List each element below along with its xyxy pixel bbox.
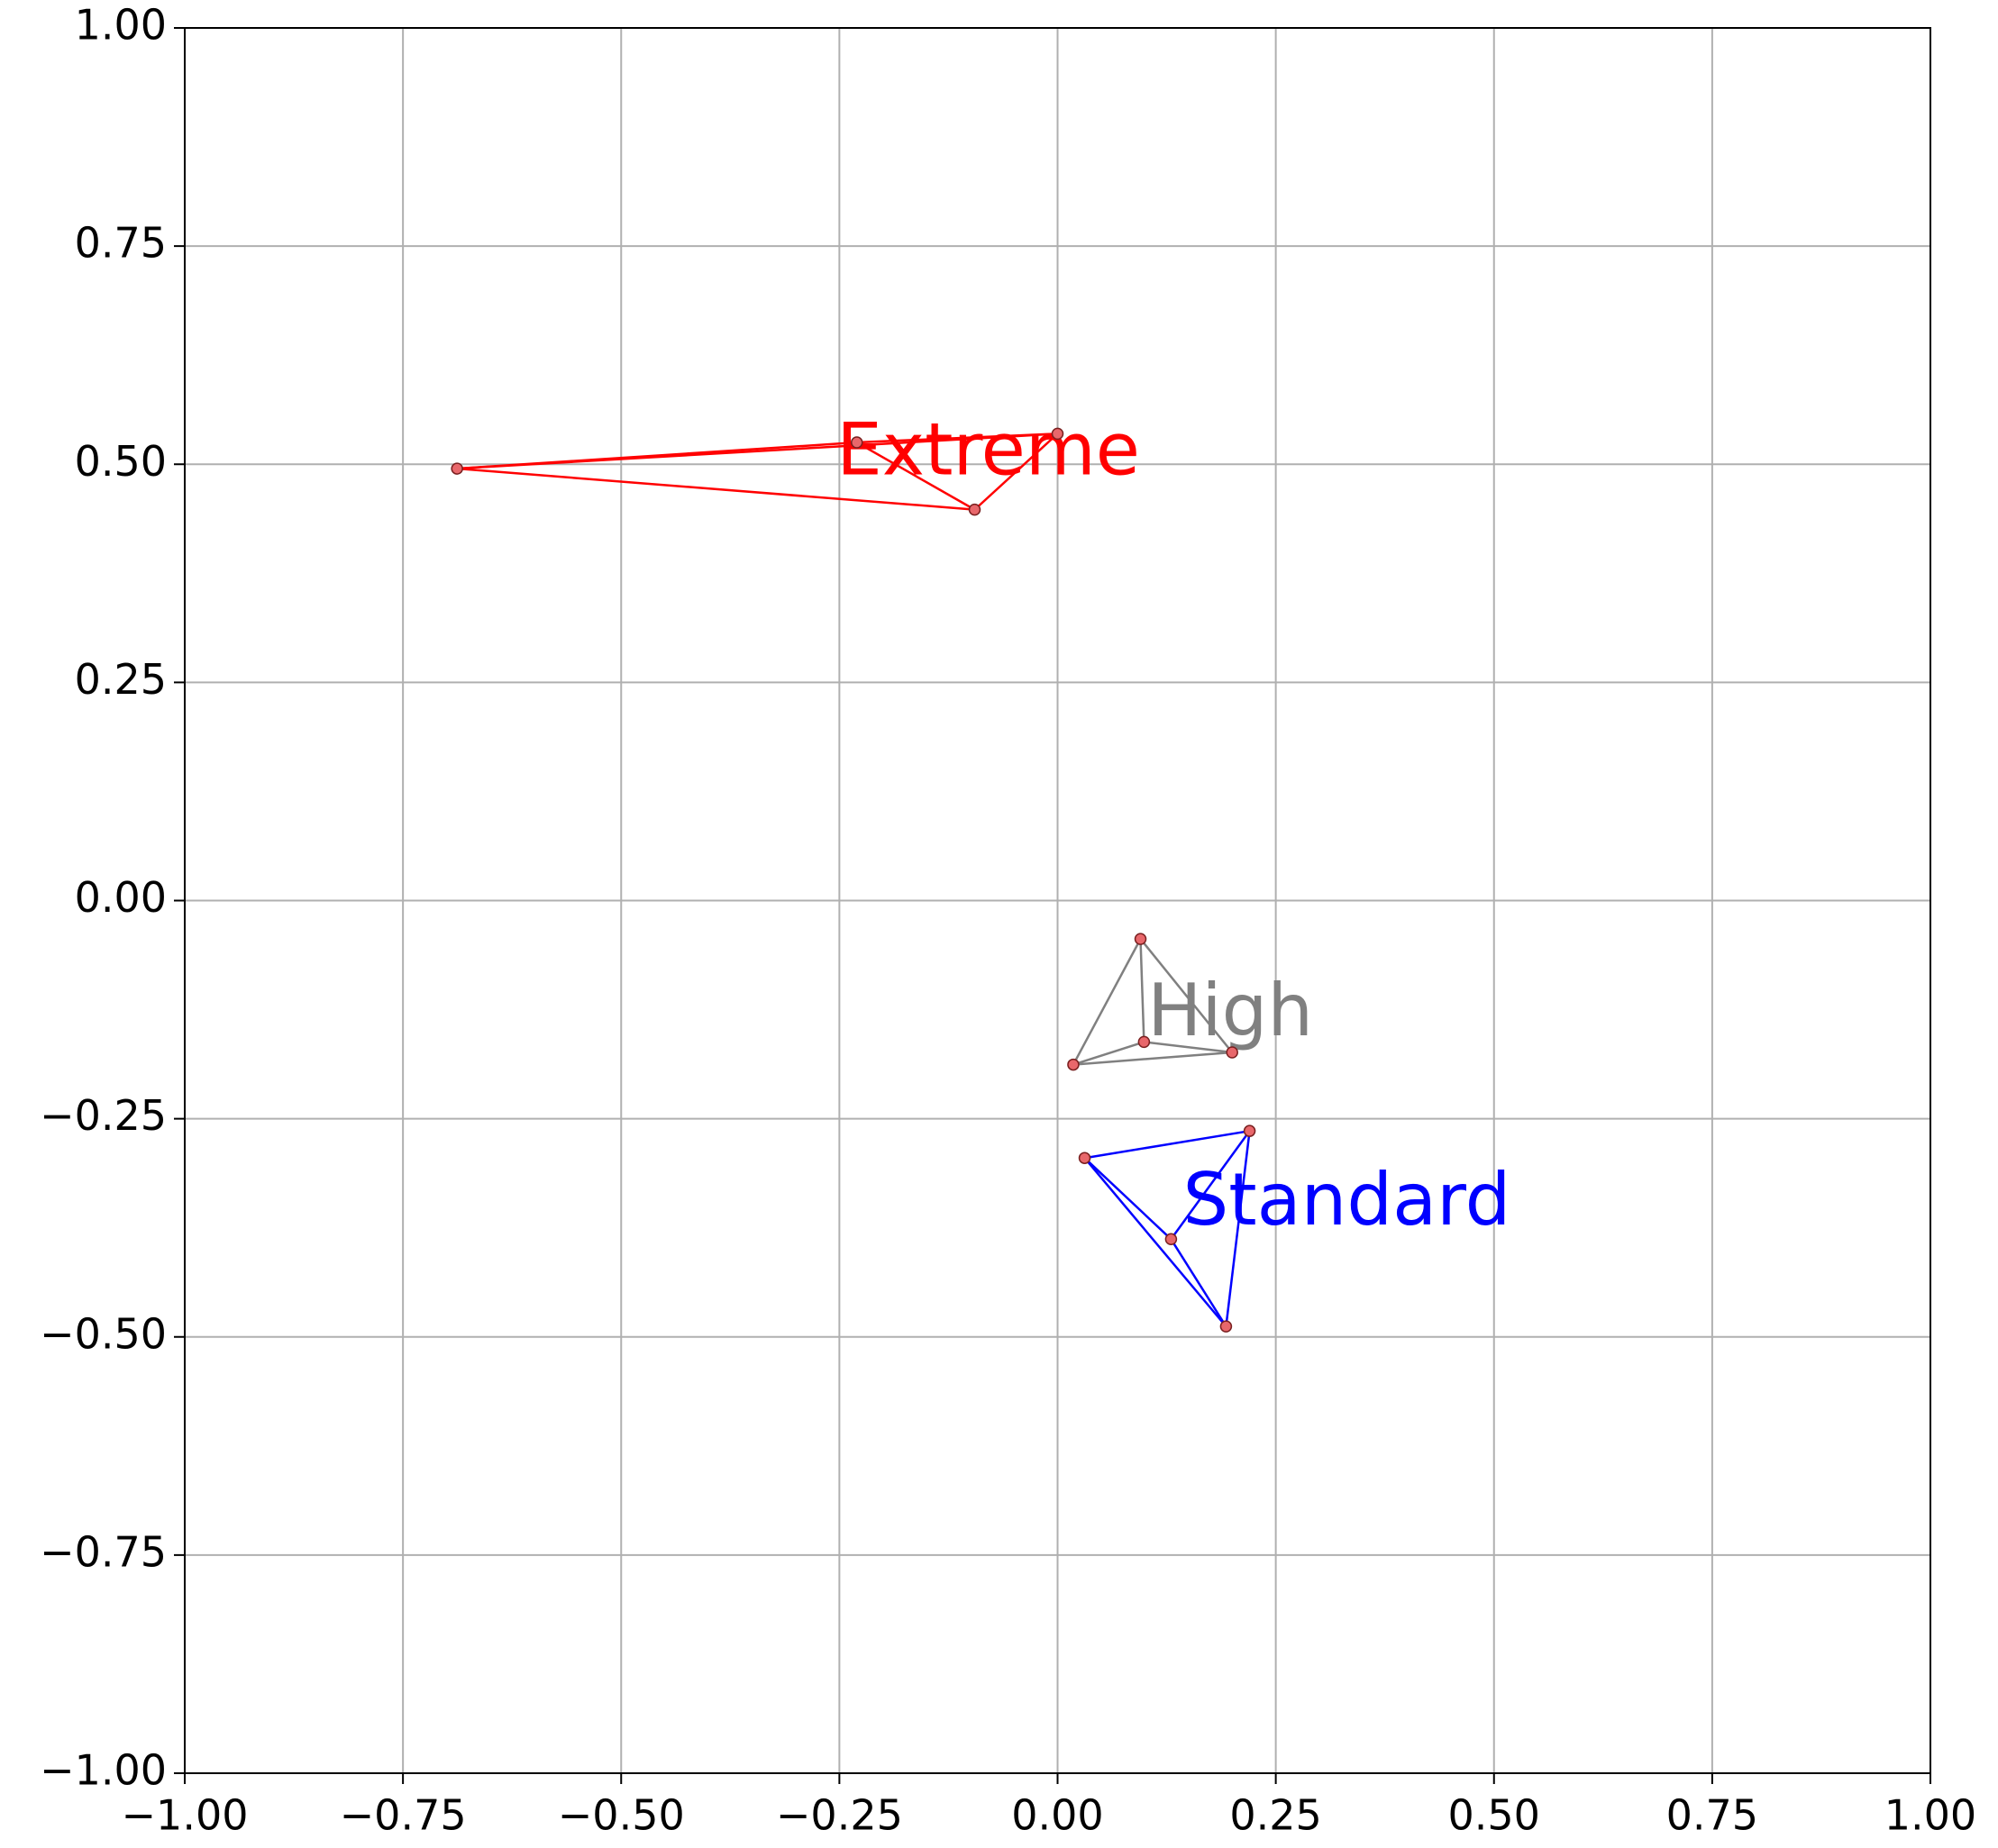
y-tick-label: 1.00 (75, 1, 167, 50)
y-tick-label: −0.25 (40, 1091, 167, 1140)
edge (1170, 1130, 1251, 1241)
edge (1072, 1051, 1233, 1066)
x-tick-label: −0.25 (776, 1791, 903, 1840)
edge (1139, 939, 1145, 1042)
point (1243, 1124, 1256, 1137)
edge (1170, 1238, 1227, 1327)
point (1078, 1152, 1091, 1164)
edge (973, 432, 1059, 511)
y-tick-label: −1.00 (40, 1746, 167, 1795)
edge (1083, 1157, 1172, 1241)
x-tick-label: 1.00 (1884, 1791, 1976, 1840)
series-label: Extreme (836, 407, 1140, 491)
x-tick-label: −1.00 (122, 1791, 249, 1840)
point (1051, 427, 1064, 441)
point (1067, 1058, 1080, 1071)
series-label: Standard (1182, 1158, 1510, 1242)
x-tick-label: −0.75 (340, 1791, 467, 1840)
edge (1072, 1041, 1145, 1066)
edge (856, 441, 976, 511)
edge (1225, 1131, 1251, 1327)
point (968, 503, 981, 516)
point (1134, 933, 1147, 945)
edge (1144, 1041, 1233, 1054)
y-tick-label: 0.50 (75, 437, 167, 486)
grid (184, 27, 1931, 1774)
x-tick-label: 0.00 (1011, 1791, 1103, 1840)
point (1137, 1035, 1151, 1049)
x-tick-label: 0.50 (1448, 1791, 1540, 1840)
y-tick-label: −0.50 (40, 1309, 167, 1358)
edge (1139, 938, 1234, 1053)
y-tick-label: 0.00 (75, 873, 167, 922)
y-tick-label: −0.75 (40, 1527, 167, 1576)
edge (457, 432, 1058, 470)
point (850, 436, 863, 449)
y-tick-label: 0.75 (75, 219, 167, 268)
y-tick-label: 0.25 (75, 655, 167, 704)
x-tick-label: −0.50 (558, 1791, 685, 1840)
point (451, 462, 463, 475)
point (1219, 1320, 1233, 1333)
x-tick-label: 0.75 (1666, 1791, 1758, 1840)
series-label: High (1147, 969, 1313, 1052)
edge (856, 432, 1058, 444)
edge (1084, 1129, 1250, 1160)
point (1226, 1046, 1238, 1059)
edge (457, 467, 975, 511)
edge (1072, 938, 1142, 1066)
point (1164, 1233, 1178, 1246)
edge (1083, 1157, 1227, 1327)
x-tick-label: 0.25 (1229, 1791, 1321, 1840)
plot-frame (184, 27, 1931, 1774)
